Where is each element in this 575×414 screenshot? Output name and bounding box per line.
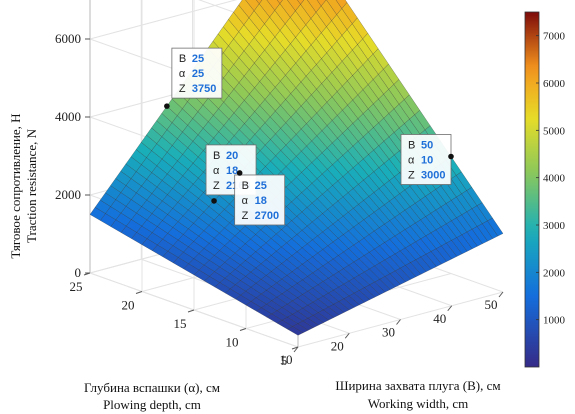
data-tip-value: 20 [226,150,238,162]
data-tip-value: 25 [192,68,204,80]
data-tips: B25α25Z3750B50α10Z3000B20α18Z2160B25α18Z… [164,47,454,226]
data-tip-value: 10 [421,155,433,167]
data-tip-value: 25 [192,53,204,65]
colorbar-tick-label: 7000 [543,31,566,43]
z-axis-label-en: Traction resistance, N [24,128,39,243]
y-tick-mark [187,309,195,313]
data-tip-marker [448,153,454,160]
data-tip-value: 18 [255,195,267,207]
surface-cell [297,0,305,5]
x-axis-label-en: Working width, cm [368,396,468,411]
data-tip-key: α [242,195,249,207]
colorbar-tick-label: 6000 [543,78,566,90]
y-tick-mark [135,291,143,294]
data-tip-key: B [213,150,220,162]
data-tip: B 50 α 10 Z 3000 [400,134,454,185]
y-axis-label-ru: Глубина вспашки (α), см [84,380,220,395]
data-tip-box [171,47,223,99]
y-tick-label: 20 [122,298,135,313]
data-tip-key: B [179,53,186,65]
z-tick-label: 6000 [55,31,81,46]
data-tip-box [400,134,452,185]
data-tip-key: α [213,165,220,177]
data-tip-marker [211,198,217,204]
x-tick-mark [293,346,299,353]
data-tip-key: α [179,68,186,80]
data-tip-value: 18 [226,165,238,177]
colorbar-tick-label: 4000 [543,173,566,185]
z-tick-label: 2000 [55,187,81,202]
x-tick-label: 50 [485,297,498,312]
y-tick-mark [239,328,247,331]
colorbar: 1000 2000 3000 4000 5000 6000 7000 [524,11,566,368]
x-tick-label: 10 [280,352,293,367]
y-tick-label: 10 [226,335,239,350]
surface-cell [256,0,263,5]
data-tip-key: B [242,180,249,192]
colorbar-tick-label: 5000 [543,125,566,137]
y-tick-label: 25 [70,279,83,294]
y-tick-label: 5 [281,353,288,368]
z-axis-label-ru: Тяговое сопротивление, Н [8,113,23,258]
data-tip-key: α [408,155,415,167]
z-tick-label: 4000 [55,109,81,124]
x-axis-label-ru: Ширина захвата плуга (B), см [335,378,500,393]
data-tip-marker [164,103,170,109]
x-tick-mark [396,319,401,325]
x-tick-label: 40 [433,311,446,326]
x-tick-label: 30 [382,325,395,340]
data-tip-key: Z [213,180,220,192]
colorbar-tick-label: 1000 [543,315,566,327]
data-tip: B 25 α 25 Z 3750 [164,47,223,109]
data-tip-key: Z [179,83,186,95]
colorbar-gradient [524,11,540,368]
data-tip-value: 3000 [421,170,445,182]
data-tip-value: 3750 [192,83,216,95]
y-axis-label-en: Plowing depth, cm [103,397,201,412]
y-tick-mark [291,346,299,350]
data-tip-key: Z [242,210,249,222]
y-tick-label: 15 [174,316,187,331]
x-tick-mark [344,332,350,339]
data-tip-box [234,174,286,226]
colorbar-tick-label: 2000 [543,267,566,279]
data-tip-value: 2700 [255,210,279,222]
z-tick-label: 0 [75,265,82,280]
colorbar-tick-label: 3000 [543,220,566,232]
x-tick-label: 20 [331,338,344,353]
data-tip-key: Z [408,170,415,182]
surface-cell [276,0,283,4]
data-tip-marker [236,170,243,176]
axes-layer: 102030405051015202502000400060008000 [55,31,504,368]
data-tip-value: 50 [421,140,433,152]
x-tick-mark [447,305,453,312]
x-tick-mark [498,291,504,298]
data-tip-value: 25 [255,180,267,192]
surface-cell [487,217,504,237]
data-tip-key: B [408,140,415,152]
data-tip: B 25 α 18 Z 2700 [234,170,286,226]
